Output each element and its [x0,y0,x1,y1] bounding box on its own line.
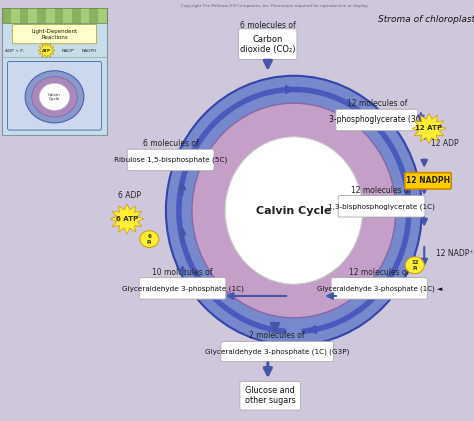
Text: Ribulose 1,5-bisphosphate (5C): Ribulose 1,5-bisphosphate (5C) [114,157,227,163]
Bar [81,8,89,23]
Circle shape [39,83,70,110]
Text: 2 molecules of: 2 molecules of [249,331,305,340]
Text: NADPᐩ: NADPᐩ [62,48,75,53]
FancyBboxPatch shape [221,341,334,362]
Text: 6 ATP: 6 ATP [116,216,138,222]
Text: 12 NADPH: 12 NADPH [406,176,450,185]
Bar [20,8,28,23]
FancyBboxPatch shape [405,173,451,189]
FancyBboxPatch shape [2,8,107,135]
Text: 12 molecules of: 12 molecules of [346,99,407,108]
Text: Stroma of chloroplast: Stroma of chloroplast [378,15,474,24]
Circle shape [140,231,159,248]
FancyBboxPatch shape [12,24,97,44]
Text: ATP: ATP [42,48,51,53]
Text: 12 NADP⁺: 12 NADP⁺ [436,249,474,258]
FancyBboxPatch shape [338,195,425,217]
Circle shape [405,257,424,274]
Bar [55,8,63,23]
Polygon shape [110,204,144,234]
Text: Calvin Cycle: Calvin Cycle [256,205,332,216]
Text: ADP + Pᵢ: ADP + Pᵢ [5,48,23,53]
Text: Glyceraldehyde 3-phosphate (1C) (G3P): Glyceraldehyde 3-phosphate (1C) (G3P) [205,348,349,355]
Text: 10 molecules of: 10 molecules of [152,268,213,277]
Text: 12 molecules of: 12 molecules of [349,268,410,277]
Bar [72,8,81,23]
Text: 3-phosphoglycerate (3C): 3-phosphoglycerate (3C) [329,115,424,125]
Text: 6
Pᵢ: 6 Pᵢ [147,234,152,245]
Text: 12 molecules of: 12 molecules of [351,186,412,195]
Text: 1,3-bisphosphoglycerate (1C): 1,3-bisphosphoglycerate (1C) [328,203,435,210]
FancyBboxPatch shape [139,278,226,299]
FancyBboxPatch shape [336,109,418,131]
Ellipse shape [192,103,396,318]
FancyBboxPatch shape [331,278,427,299]
Text: Glucose and
other sugars: Glucose and other sugars [245,386,296,405]
Text: Glyceraldehyde 3-phosphate (1C): Glyceraldehyde 3-phosphate (1C) [121,285,244,292]
Text: 12 ATP: 12 ATP [415,125,443,131]
Text: NADPH: NADPH [82,48,97,53]
Bar [2,8,11,23]
Text: Copyright The McGraw-Hill Companies, Inc. Permission required for reproduction o: Copyright The McGraw-Hill Companies, Inc… [181,4,369,8]
Circle shape [32,77,77,117]
Text: 6 ADP: 6 ADP [118,191,141,200]
Bar [11,8,20,23]
Ellipse shape [166,76,422,345]
Polygon shape [38,43,55,58]
Text: 6 molecules of: 6 molecules of [240,21,296,30]
FancyBboxPatch shape [240,381,301,410]
Text: Glyceraldehyde 3-phosphate (1C) ◄: Glyceraldehyde 3-phosphate (1C) ◄ [317,285,442,292]
Ellipse shape [225,137,363,284]
Text: PHASE: PHASE [270,253,294,274]
Bar [63,8,72,23]
Text: Calvin
Cycle: Calvin Cycle [48,93,61,101]
FancyBboxPatch shape [127,149,214,171]
Bar [46,8,55,23]
Polygon shape [412,113,446,144]
Text: 12 ADP: 12 ADP [431,139,459,149]
Text: 6 molecules of: 6 molecules of [143,139,199,149]
Text: Carbon
dioxide (CO₂): Carbon dioxide (CO₂) [240,35,296,54]
Bar [89,8,98,23]
Text: Light-Dependent
Reactions: Light-Dependent Reactions [31,29,78,40]
FancyBboxPatch shape [8,61,101,130]
Bar [2,8,107,23]
Bar [37,8,46,23]
Text: PHASE 1: PHASE 1 [315,155,344,181]
Bar [28,8,37,23]
Circle shape [25,71,84,123]
Bar [98,8,107,23]
FancyBboxPatch shape [238,29,297,59]
Text: 12
Pᵢ: 12 Pᵢ [411,260,419,271]
